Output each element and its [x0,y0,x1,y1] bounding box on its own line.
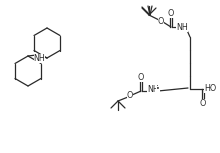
Text: O: O [158,17,164,26]
Text: HO: HO [204,84,216,93]
Text: •: • [156,86,160,92]
Text: O: O [138,73,144,82]
Text: NH: NH [34,54,45,62]
Text: NH: NH [147,84,159,93]
Text: O: O [168,9,174,17]
Text: O: O [200,99,206,108]
Text: NH: NH [176,22,188,32]
Text: O: O [127,91,133,101]
